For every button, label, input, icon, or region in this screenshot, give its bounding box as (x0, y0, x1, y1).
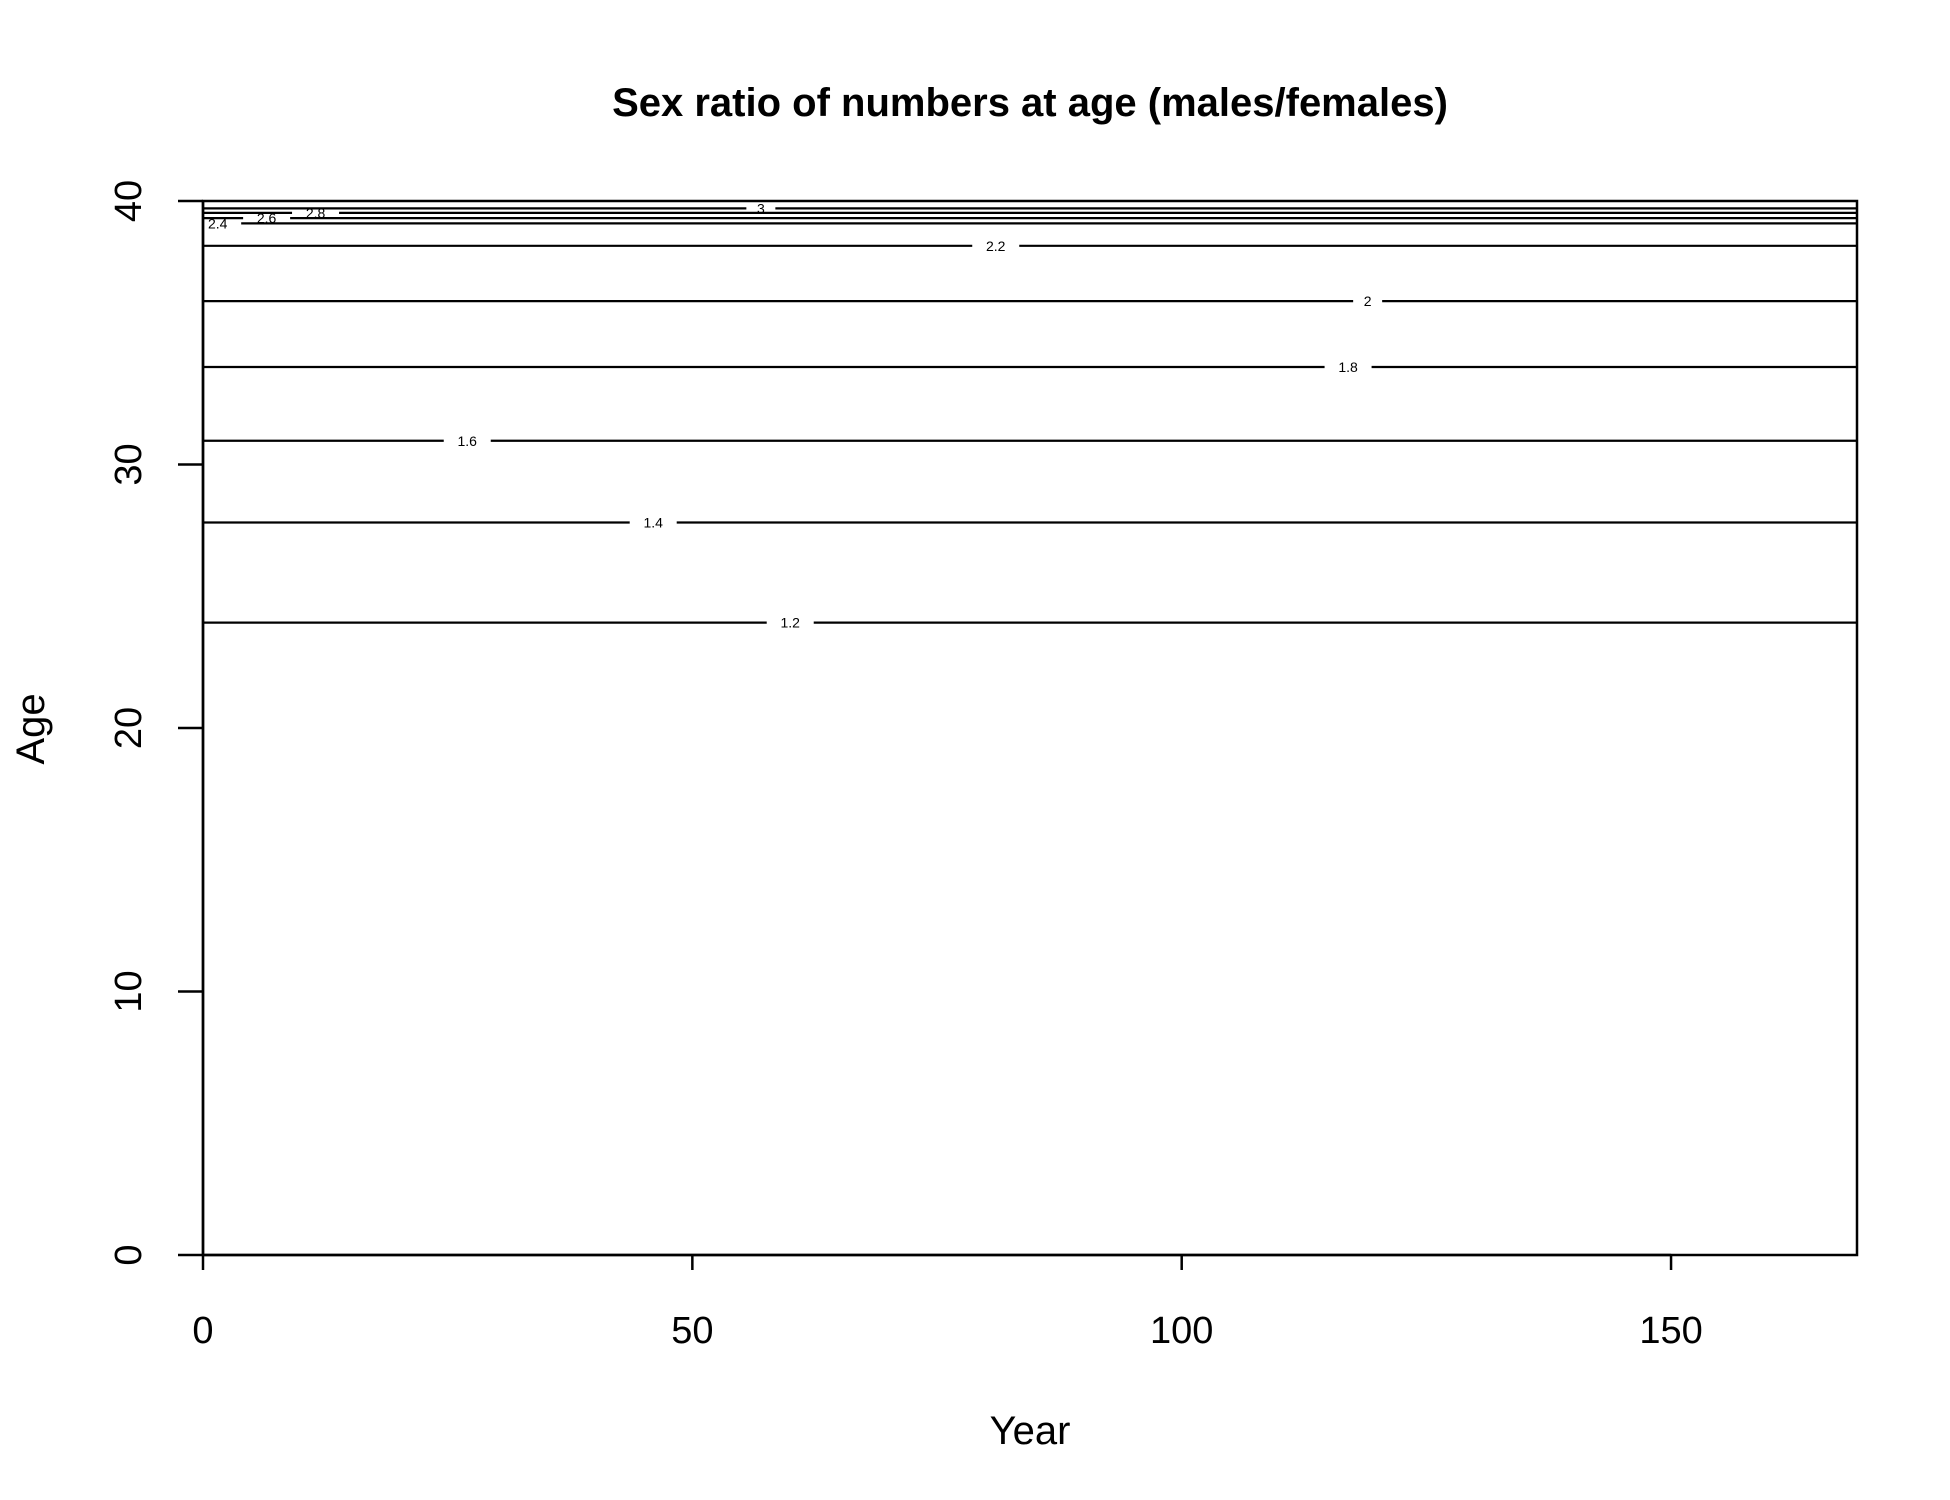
contour-label: 2.4 (208, 215, 228, 231)
chart-title: Sex ratio of numbers at age (males/femal… (612, 81, 1448, 125)
y-tick-label: 20 (108, 707, 150, 749)
x-tick-label: 100 (1150, 1310, 1213, 1352)
y-axis-label: Age (9, 693, 53, 764)
contour-label: 3 (757, 200, 765, 216)
x-axis-label: Year (990, 1409, 1071, 1453)
contour-label: 1.6 (458, 433, 478, 449)
y-axis: 0 10 20 30 40 (108, 180, 205, 1266)
contour-label: 2.8 (306, 205, 326, 221)
x-axis: 0 50 100 150 (192, 1253, 1703, 1352)
x-tick-label: 50 (671, 1310, 713, 1352)
y-tick-label: 10 (108, 970, 150, 1012)
contour-lines (203, 207, 1857, 624)
x-tick-label: 150 (1639, 1310, 1702, 1352)
contour-label: 2 (1364, 293, 1372, 309)
x-tick-label: 0 (192, 1310, 213, 1352)
contour-label: 1.2 (780, 615, 800, 631)
y-tick-label: 0 (108, 1244, 150, 1265)
y-tick-label: 30 (108, 443, 150, 485)
contour-label: 2.2 (986, 238, 1006, 254)
contour-label: 1.8 (1338, 359, 1358, 375)
y-tick-label: 40 (108, 180, 150, 222)
contour-labels: 1.2 1.4 1.6 1.8 2 2.2 2.4 2.6 2.8 3 (208, 200, 1372, 630)
plot-frame (201, 199, 1859, 1257)
contour-label: 2.6 (257, 210, 277, 226)
contour-label: 1.4 (643, 514, 663, 530)
